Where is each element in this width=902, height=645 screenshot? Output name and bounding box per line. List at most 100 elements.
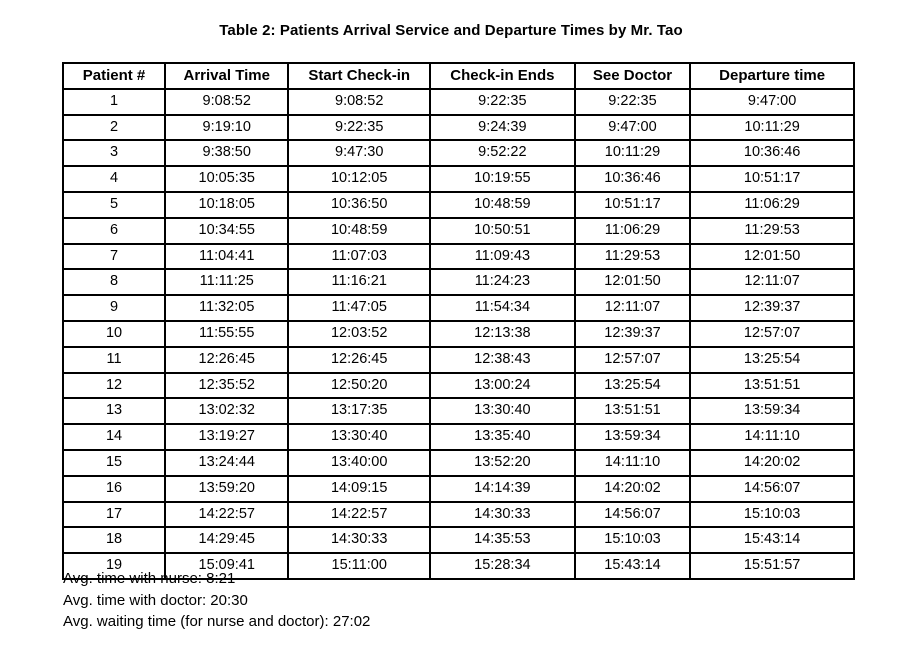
table-cell: 12:11:07 — [689, 268, 855, 297]
table-cell: 12:50:20 — [287, 371, 431, 400]
table-cell: 10:36:46 — [573, 165, 692, 193]
column-header: Check-in Ends — [429, 62, 576, 90]
table-row: 19 15:09:41 15:11:00 15:28:34 15:43:14 15:51:… — [61, 552, 855, 580]
table-cell: 11:32:05 — [164, 294, 290, 322]
table-cell: 9:08:52 — [287, 87, 431, 116]
table-row: 6 10:34:55 10:48:59 10:50:51 11:06:29 11:29:5… — [61, 216, 855, 245]
table-cell: 13:25:54 — [573, 371, 692, 400]
table-cell: 14:11:10 — [689, 423, 855, 451]
table-cell: 13:19:27 — [164, 423, 290, 451]
table-cell: 14:22:57 — [287, 500, 431, 529]
table-cell: 13:51:51 — [689, 371, 855, 400]
table-row: 7 11:04:41 11:07:03 11:09:43 11:29:53 12:01:5… — [61, 242, 855, 271]
table-cell: 10:19:55 — [429, 165, 576, 193]
table-cell: 9:22:35 — [287, 113, 431, 142]
table-cell: 13:17:35 — [287, 397, 431, 426]
table-cell: 10 — [61, 319, 167, 348]
table-row: 11 12:26:45 12:26:45 12:38:43 12:57:07 13:25:… — [61, 345, 855, 374]
table-cell: 15:51:57 — [689, 552, 855, 580]
table-cell: 6 — [61, 216, 167, 245]
table-cell: 13:51:51 — [573, 397, 692, 426]
table-row: 2 9:19:10 9:22:35 9:24:39 9:47:00 10:11:29 — [61, 113, 855, 142]
table-cell: 12:11:07 — [573, 294, 692, 322]
table-row: 8 11:11:25 11:16:21 11:24:23 12:01:50 12:11:0… — [61, 268, 855, 297]
table-cell: 13:24:44 — [164, 448, 290, 477]
table-header: Patient # Arrival Time Start Check-in Check… — [61, 62, 855, 90]
table-cell: 14:11:10 — [573, 448, 692, 477]
table-cell: 14:20:02 — [689, 448, 855, 477]
table-cell: 15:43:14 — [689, 526, 855, 555]
table-cell: 12:26:45 — [287, 345, 431, 374]
table-cell: 13:52:20 — [429, 448, 576, 477]
table-cell: 10:12:05 — [287, 165, 431, 193]
table-cell: 13 — [61, 397, 167, 426]
summary-line-nurse: Avg. time with nurse: 8:21 — [63, 570, 236, 587]
table-cell: 10:50:51 — [429, 216, 576, 245]
table-cell: 17 — [61, 500, 167, 529]
table-cell: 13:59:34 — [573, 423, 692, 451]
table-row: 10 11:55:55 12:03:52 12:13:38 12:39:37 12:57:… — [61, 319, 855, 348]
table-title: Table 2: Patients Arrival Service and De… — [219, 22, 683, 39]
table-cell: 12:13:38 — [429, 319, 576, 348]
table-row: 14 13:19:27 13:30:40 13:35:40 13:59:34 14:11:… — [61, 423, 855, 451]
patients-table: Patient # Arrival Time Start Check-in Check… — [61, 62, 855, 580]
table-cell: 10:36:50 — [287, 190, 431, 219]
column-header: Patient # — [61, 62, 167, 90]
table-cell: 9:08:52 — [164, 87, 290, 116]
table-cell: 11:29:53 — [573, 242, 692, 271]
header-row: Patient # Arrival Time Start Check-in Check… — [61, 62, 855, 90]
table-cell: 9 — [61, 294, 167, 322]
table-cell: 15 — [61, 448, 167, 477]
table-cell: 11:55:55 — [164, 319, 290, 348]
summary-line-doctor: Avg. time with doctor: 20:30 — [63, 591, 248, 609]
table-cell: 15:11:00 — [287, 552, 431, 580]
table-cell: 13:02:32 — [164, 397, 290, 426]
table-row: 5 10:18:05 10:36:50 10:48:59 10:51:17 11:06:2… — [61, 190, 855, 219]
table-cell: 12 — [61, 371, 167, 400]
table-cell: 15:10:03 — [573, 526, 692, 555]
table-cell: 10:11:29 — [689, 113, 855, 142]
table-cell: 19 — [61, 552, 167, 580]
table-cell: 18 — [61, 526, 167, 555]
table-cell: 13:30:40 — [429, 397, 576, 426]
table-cell: 13:00:24 — [429, 371, 576, 400]
table-cell: 15:09:41 — [164, 552, 290, 580]
table-body: 1 9:08:52 9:08:52 9:22:35 9:22:35 9:47:00 2 9:1… — [61, 87, 855, 580]
table-cell: 10:36:46 — [689, 139, 855, 168]
table-cell: 11:29:53 — [689, 216, 855, 245]
table-cell: 9:47:00 — [689, 87, 855, 116]
table-cell: 13:30:40 — [287, 423, 431, 451]
table-row: 15 13:24:44 13:40:00 13:52:20 14:11:10 14:20:… — [61, 448, 855, 477]
table-cell: 14:14:39 — [429, 474, 576, 503]
table-cell: 14:20:02 — [573, 474, 692, 503]
column-header: See Doctor — [573, 62, 692, 90]
table-cell: 10:48:59 — [429, 190, 576, 219]
table-cell: 14:30:33 — [429, 500, 576, 529]
table-cell: 9:19:10 — [164, 113, 290, 142]
table-cell: 14:09:15 — [287, 474, 431, 503]
table-cell: 14:35:53 — [429, 526, 576, 555]
table-cell: 15:43:14 — [573, 552, 692, 580]
table-cell: 12:38:43 — [429, 345, 576, 374]
table-cell: 11 — [61, 345, 167, 374]
table-cell: 10:11:29 — [573, 139, 692, 168]
table-cell: 12:39:37 — [573, 319, 692, 348]
table-cell: 12:35:52 — [164, 371, 290, 400]
table-cell: 11:16:21 — [287, 268, 431, 297]
table-cell: 14:22:57 — [164, 500, 290, 529]
table-cell: 14:56:07 — [689, 474, 855, 503]
table-cell: 13:59:20 — [164, 474, 290, 503]
table-cell: 16 — [61, 474, 167, 503]
table-row: 4 10:05:35 10:12:05 10:19:55 10:36:46 10:51:1… — [61, 165, 855, 193]
table-cell: 3 — [61, 139, 167, 168]
table-cell: 2 — [61, 113, 167, 142]
table-cell: 12:01:50 — [573, 268, 692, 297]
table-row: 17 14:22:57 14:22:57 14:30:33 14:56:07 15:10:… — [61, 500, 855, 529]
column-header: Start Check-in — [287, 62, 431, 90]
table-cell: 12:01:50 — [689, 242, 855, 271]
table-cell: 10:48:59 — [287, 216, 431, 245]
table-cell: 10:18:05 — [164, 190, 290, 219]
table-row: 12 12:35:52 12:50:20 13:00:24 13:25:54 13:51:… — [61, 371, 855, 400]
table-cell: 11:06:29 — [573, 216, 692, 245]
table-cell: 13:59:34 — [689, 397, 855, 426]
